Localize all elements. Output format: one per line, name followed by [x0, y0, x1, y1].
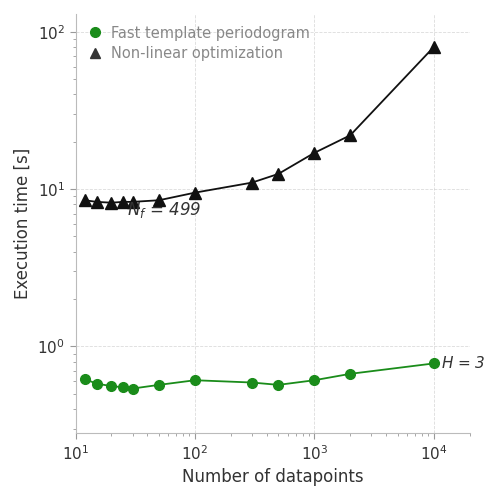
- Legend: Fast template periodogram, Non-linear optimization: Fast template periodogram, Non-linear op…: [83, 21, 314, 66]
- Y-axis label: Execution time [s]: Execution time [s]: [14, 148, 32, 300]
- X-axis label: Number of datapoints: Number of datapoints: [182, 468, 364, 486]
- Text: $\mathit{H}$ = 3: $\mathit{H}$ = 3: [441, 356, 486, 372]
- Text: $\mathit{N_f}$ = 499: $\mathit{N_f}$ = 499: [127, 200, 201, 220]
